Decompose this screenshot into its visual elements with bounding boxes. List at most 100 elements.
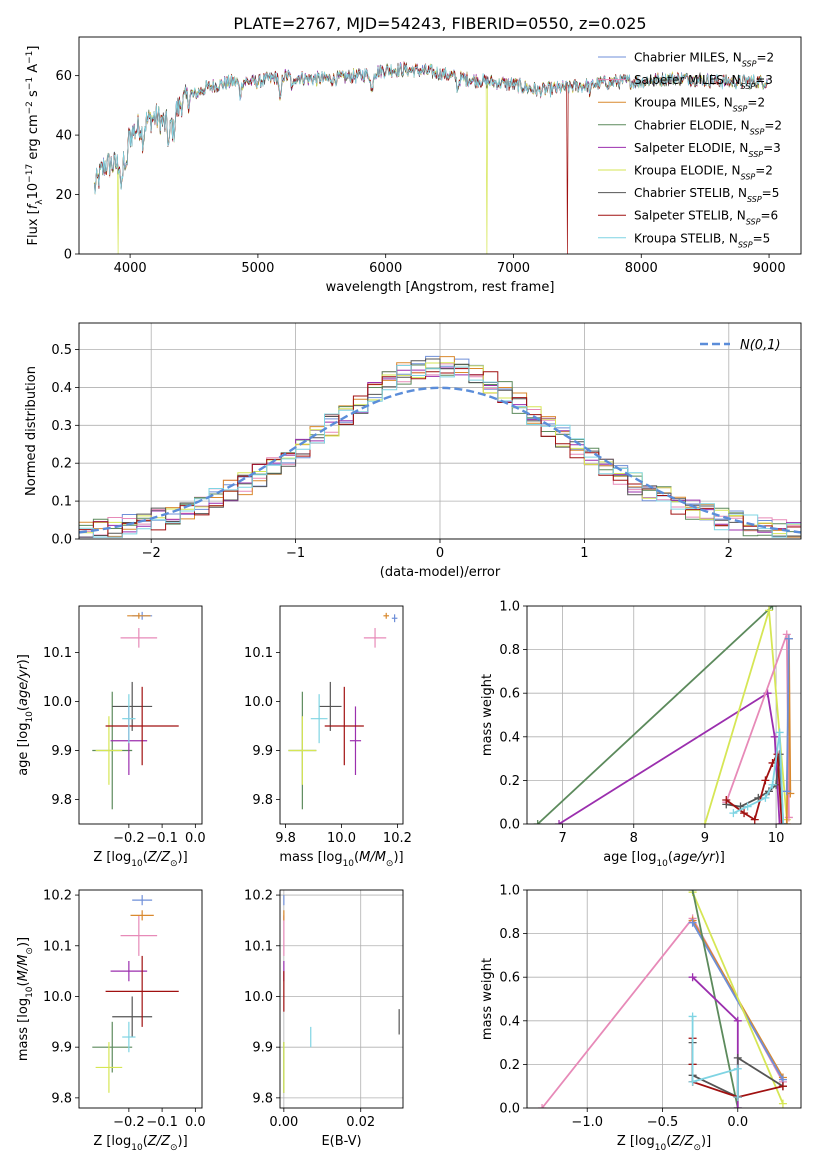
spectrum-series-kroupa-stelib bbox=[93, 62, 768, 195]
x-tick-label: 0.0 bbox=[727, 1115, 748, 1130]
weight-point bbox=[688, 918, 697, 927]
y-tick-label: 0.0 bbox=[499, 1102, 520, 1117]
y-axis-label: Normed distribution bbox=[24, 366, 39, 496]
weight-point bbox=[775, 728, 784, 737]
x-axis-label: Z [log10(Z/Z⊙)] bbox=[93, 1134, 187, 1153]
errorbar-chabrier-elodie bbox=[92, 1021, 133, 1073]
weight-point bbox=[764, 606, 773, 615]
legend-entry: Salpeter ELODIE, NSSP=3 bbox=[634, 141, 781, 159]
y-tick-label: 10.1 bbox=[43, 939, 72, 954]
plots-layer: 4000 5000 6000 7000 8000 90000204060wavelengt… bbox=[16, 36, 802, 1153]
weight-point bbox=[733, 1093, 742, 1102]
x-axis-label: Z [log10(Z/Z⊙)] bbox=[617, 1134, 711, 1153]
x-tick-label: 8 bbox=[630, 831, 638, 846]
legend-entry: Salpeter STELIB, NSSP=6 bbox=[634, 209, 778, 227]
x-tick-label: 7 bbox=[558, 831, 566, 846]
legend-entry: Kroupa STELIB, NSSP=5 bbox=[634, 231, 770, 249]
y-tick-label: 0.8 bbox=[499, 643, 520, 658]
legend-entry: N(0,1) bbox=[740, 338, 781, 353]
chart-residuals: −2 −1 0 1 2 0.0 0.1 0.2 0.3 0.4 0.5 (data-model)/er… bbox=[24, 322, 802, 580]
y-tick-label: 10.1 bbox=[43, 646, 72, 661]
y-tick-label: 0.1 bbox=[51, 495, 72, 510]
legend-entry: Salpeter MILES, NSSP=3 bbox=[634, 73, 773, 91]
x-tick-label: 10 bbox=[768, 831, 785, 846]
y-tick-label: 40 bbox=[55, 129, 72, 144]
y-tick-label: 0.6 bbox=[499, 687, 520, 702]
x-tick-label: −2 bbox=[142, 546, 161, 561]
y-axis-label: Flux [fλ10−17 erg cm−2 s−1 A−1] bbox=[25, 46, 45, 246]
y-tick-label: 0.6 bbox=[499, 971, 520, 986]
y-tick-label: 10.1 bbox=[244, 939, 273, 954]
errorbar-chabrier-stelib bbox=[112, 996, 153, 1038]
x-tick-label: 0.00 bbox=[269, 1115, 298, 1130]
x-tick-label: 6000 bbox=[369, 261, 402, 276]
y-tick-label: 0.5 bbox=[51, 343, 72, 358]
y-tick-label: 9.8 bbox=[51, 793, 72, 808]
errorbar-salpeter-elodie bbox=[349, 706, 362, 776]
mass_vs_Z-plot-area bbox=[92, 895, 179, 1093]
x-tick-label: 10.0 bbox=[327, 831, 356, 846]
x-tick-label: −0.2 bbox=[113, 1115, 145, 1130]
weight_vs_Z-frame bbox=[526, 889, 802, 1109]
x-tick-label: 9 bbox=[701, 831, 709, 846]
x-tick-label: 10.2 bbox=[383, 831, 412, 846]
weight-point bbox=[784, 634, 793, 643]
weight-point bbox=[740, 809, 749, 818]
chart-mass_vs_ebv: 0.00 0.02 9.8 9.9 10.0 10.1 10.2 E(B-V) bbox=[244, 889, 404, 1149]
y-tick-label: 0 bbox=[64, 248, 72, 263]
weight-point bbox=[533, 820, 542, 824]
x-tick-label: 0 bbox=[436, 546, 444, 561]
x-tick-label: −0.5 bbox=[647, 1115, 679, 1130]
weight-point bbox=[770, 732, 779, 741]
x-tick-label: −0.2 bbox=[113, 831, 145, 846]
x-tick-label: 7000 bbox=[497, 261, 530, 276]
errorbar-kroupa-elodie bbox=[95, 716, 123, 785]
spectrum-legend: Chabrier MILES, NSSP=2 Salpeter MILES, NS… bbox=[598, 51, 782, 249]
weight-point bbox=[768, 780, 777, 789]
y-tick-label: 0.2 bbox=[499, 774, 520, 789]
x-axis-label: E(B-V) bbox=[321, 1134, 361, 1149]
x-axis-label: (data-model)/error bbox=[380, 565, 501, 580]
x-axis-label: age [log10(age/yr)] bbox=[603, 850, 725, 869]
weight-point bbox=[743, 802, 752, 811]
y-tick-label: 9.9 bbox=[51, 1041, 72, 1056]
weight-point bbox=[688, 973, 697, 982]
errorbar-kroupa-elodie bbox=[95, 1042, 123, 1093]
errorbar-salpeter-elodie bbox=[110, 960, 148, 982]
y-tick-label: 0.2 bbox=[51, 457, 72, 472]
mass_vs_ebv-frame bbox=[279, 889, 404, 1109]
y-tick-label: 0.0 bbox=[51, 533, 72, 548]
y-tick-label: 1.0 bbox=[499, 600, 520, 615]
x-tick-label: 0.02 bbox=[346, 1115, 375, 1130]
y-tick-label: 10.1 bbox=[244, 646, 273, 661]
weight-point bbox=[555, 820, 564, 824]
weight-point bbox=[777, 820, 786, 824]
weight_vs_age-frame bbox=[526, 605, 802, 825]
x-tick-label: 8000 bbox=[625, 261, 658, 276]
x-tick-label: 0.0 bbox=[185, 831, 206, 846]
y-tick-label: 10.0 bbox=[43, 990, 72, 1005]
spectrum-frame bbox=[78, 36, 802, 255]
errorbar-chabrier-miles bbox=[132, 895, 153, 906]
y-tick-label: 9.8 bbox=[252, 1091, 273, 1106]
chart-weight_vs_Z: −1.0 −0.5 0.0 0.0 0.2 0.4 0.6 0.8 1.0 Z [log10(Z/… bbox=[480, 884, 802, 1153]
errorbar-salpeter-miles bbox=[363, 628, 387, 648]
weight-series-chabrier-elodie bbox=[537, 606, 774, 824]
normal-curve bbox=[79, 386, 801, 534]
errorbar-chabrier-stelib bbox=[112, 681, 153, 731]
legend-entry: Chabrier STELIB, NSSP=5 bbox=[634, 186, 779, 204]
y-tick-label: 0.3 bbox=[51, 419, 72, 434]
weight-point bbox=[733, 1064, 742, 1073]
weight-point bbox=[733, 1016, 742, 1025]
weight-point bbox=[782, 630, 791, 639]
weight-point bbox=[688, 1012, 697, 1021]
y-tick-label: 10.0 bbox=[244, 695, 273, 710]
y-tick-label: 10.2 bbox=[244, 889, 273, 904]
errorbar-kroupa-stelib bbox=[122, 1021, 136, 1053]
weight-point bbox=[733, 1104, 742, 1108]
errorbar-kroupa-stelib bbox=[122, 694, 136, 744]
chart-age_vs_Z: −0.2 −0.1 0.0 9.8 9.9 10.0 10.1 Z [log10(Z/Z⊙)]… bbox=[16, 605, 206, 869]
errorbar-kroupa-miles bbox=[130, 910, 154, 921]
y-tick-label: 20 bbox=[55, 188, 72, 203]
weight-point bbox=[779, 820, 788, 824]
